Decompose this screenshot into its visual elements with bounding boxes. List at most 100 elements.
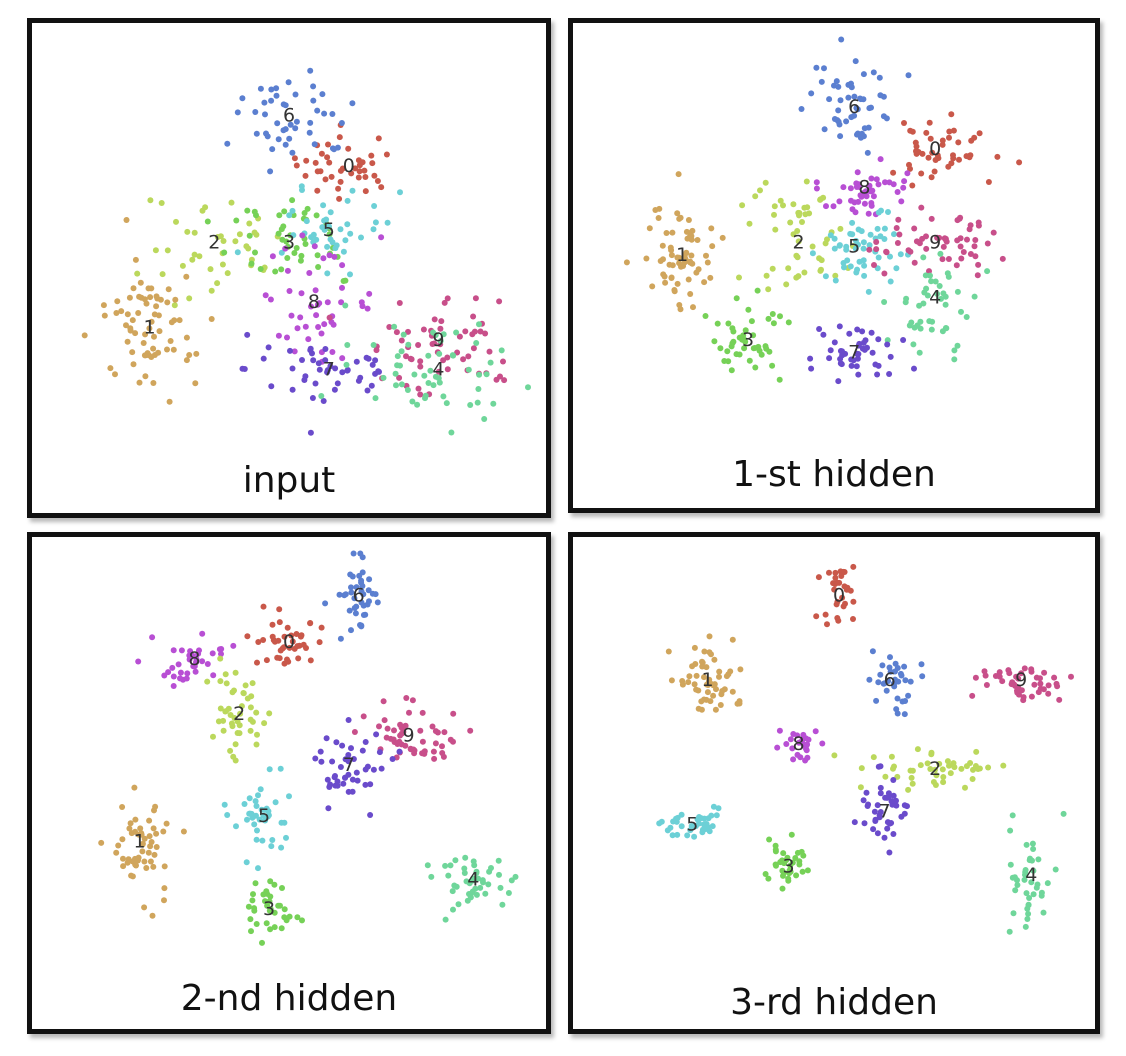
data-point <box>304 205 311 212</box>
data-point <box>364 763 371 770</box>
data-point <box>901 711 908 718</box>
data-point <box>850 616 856 622</box>
data-point <box>819 740 826 747</box>
data-point <box>192 380 199 387</box>
data-point <box>224 140 231 147</box>
data-point <box>813 64 820 71</box>
data-point <box>824 236 830 243</box>
data-point <box>461 865 468 872</box>
data-point <box>869 648 876 655</box>
data-point <box>293 162 300 169</box>
data-point <box>946 762 952 769</box>
data-point <box>232 741 239 748</box>
data-point <box>873 239 880 245</box>
data-point <box>887 253 893 260</box>
data-point <box>823 203 829 210</box>
data-point <box>1035 856 1042 863</box>
cluster-7 <box>851 763 910 856</box>
data-point <box>719 234 726 241</box>
data-point <box>150 345 157 352</box>
data-point <box>432 740 439 747</box>
data-point <box>318 624 325 631</box>
cluster-3 <box>702 287 792 383</box>
data-point <box>864 803 871 809</box>
data-point <box>329 111 336 117</box>
data-point <box>931 168 938 175</box>
data-point <box>247 727 254 734</box>
data-point <box>769 265 776 272</box>
data-point <box>910 341 917 348</box>
data-point <box>335 185 342 192</box>
data-point <box>234 109 241 116</box>
data-point <box>352 165 359 172</box>
data-point <box>816 326 823 332</box>
data-point <box>855 181 862 188</box>
data-point <box>762 343 769 350</box>
data-point <box>793 274 800 281</box>
data-point <box>777 313 783 320</box>
data-point <box>153 293 160 300</box>
data-point <box>167 338 174 344</box>
data-point <box>247 916 254 923</box>
data-point <box>691 681 698 688</box>
data-point <box>865 288 872 295</box>
data-point <box>411 750 418 757</box>
data-point <box>659 242 666 249</box>
data-point <box>351 595 358 602</box>
data-point <box>214 234 221 240</box>
data-point <box>730 338 737 345</box>
data-point <box>776 727 783 734</box>
data-point <box>780 850 787 857</box>
data-point <box>384 219 391 226</box>
data-point <box>431 340 438 347</box>
data-point <box>790 231 797 238</box>
data-point <box>295 655 302 662</box>
data-point <box>126 294 133 301</box>
data-point <box>165 286 172 293</box>
data-point <box>471 328 478 335</box>
data-point <box>269 837 276 843</box>
data-point <box>475 875 482 882</box>
data-point <box>676 215 683 222</box>
data-point <box>301 377 308 383</box>
data-point <box>308 234 315 241</box>
data-point <box>221 249 228 256</box>
data-point <box>249 897 256 904</box>
data-point <box>855 241 861 248</box>
cluster-7 <box>807 323 917 385</box>
cluster-label: 8 <box>188 648 200 670</box>
data-point <box>191 251 198 258</box>
data-point <box>776 376 783 383</box>
data-point <box>254 659 260 666</box>
data-point <box>337 226 344 233</box>
data-point <box>359 159 366 166</box>
data-point <box>345 717 352 723</box>
data-point <box>840 184 847 191</box>
data-point <box>397 732 404 739</box>
data-point <box>326 784 333 790</box>
data-point <box>942 301 949 308</box>
data-point <box>703 664 710 671</box>
data-point <box>945 256 952 262</box>
data-point <box>839 594 846 601</box>
data-point <box>306 270 313 276</box>
data-point <box>244 331 251 338</box>
data-point <box>195 650 202 657</box>
data-point <box>932 782 939 788</box>
cluster-label: 3 <box>782 856 794 878</box>
data-point <box>169 664 176 671</box>
data-point <box>147 858 154 865</box>
data-point <box>919 235 926 242</box>
data-point <box>136 379 143 386</box>
data-point <box>821 65 827 72</box>
data-point <box>799 868 806 875</box>
data-point <box>715 805 722 812</box>
data-point <box>257 786 264 793</box>
data-point <box>449 888 456 895</box>
data-point <box>139 840 146 847</box>
data-point <box>874 371 881 378</box>
scatter-panel-1st-hidden: 6 0 8 1 2 5 9 4 3 7 1-st hidden <box>568 18 1100 513</box>
data-point <box>282 102 289 109</box>
data-point <box>251 208 258 215</box>
data-point <box>860 71 867 78</box>
